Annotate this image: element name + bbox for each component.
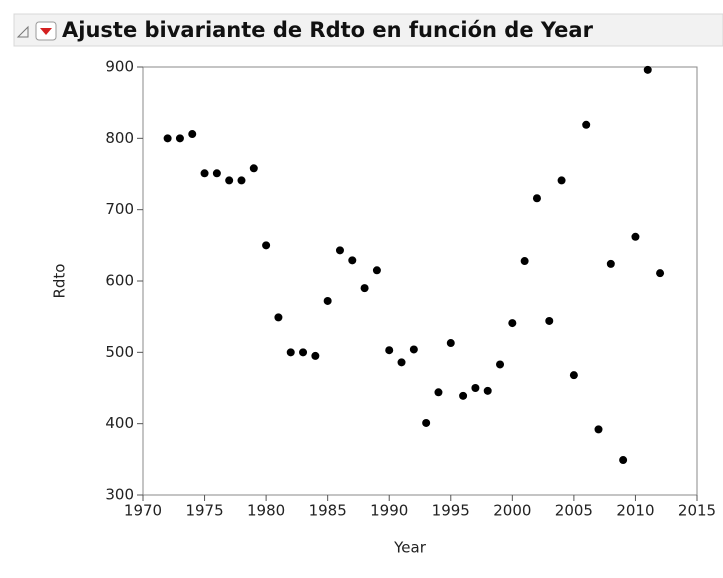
point xyxy=(606,259,615,268)
x-tick-label: 1985 xyxy=(309,502,347,520)
x-axis-label: Year xyxy=(393,539,427,557)
chart-title: Ajuste bivariante de Rdto en función de … xyxy=(62,18,594,42)
x-tick-label: 2010 xyxy=(616,502,654,520)
point xyxy=(188,130,197,139)
point xyxy=(262,241,271,250)
y-tick-label: 500 xyxy=(105,343,134,361)
point xyxy=(631,232,640,241)
y-tick-label: 700 xyxy=(105,200,134,218)
disclosure-icon[interactable] xyxy=(16,25,29,38)
point xyxy=(508,319,517,328)
point xyxy=(360,284,369,293)
point xyxy=(249,164,258,173)
x-tick-label: 2005 xyxy=(555,502,593,520)
point xyxy=(557,176,566,185)
x-tick-label: 2000 xyxy=(493,502,531,520)
menu-arrow xyxy=(40,28,52,35)
x-tick-label: 1995 xyxy=(432,502,470,520)
point xyxy=(163,134,172,143)
point xyxy=(471,384,480,392)
point xyxy=(643,65,652,74)
y-tick-label: 400 xyxy=(105,414,134,432)
point xyxy=(656,269,665,278)
point xyxy=(520,257,529,266)
plot-frame xyxy=(142,66,698,496)
point xyxy=(200,169,209,178)
point xyxy=(409,345,418,354)
point xyxy=(237,176,246,185)
point xyxy=(175,134,184,143)
y-tick-label: 600 xyxy=(105,272,134,290)
header-bar xyxy=(13,13,723,47)
x-tick-label: 1975 xyxy=(185,502,223,520)
x-tick-label: 1980 xyxy=(247,502,285,520)
point xyxy=(225,176,234,185)
x-tick-label: 1990 xyxy=(370,502,408,520)
y-axis-label: Rdto xyxy=(51,263,69,298)
point xyxy=(348,256,357,265)
point xyxy=(594,425,603,434)
point xyxy=(619,456,628,465)
point xyxy=(483,386,492,395)
y-tick-label: 800 xyxy=(105,129,134,147)
x-tick-label: 1970 xyxy=(124,502,162,520)
point xyxy=(323,296,332,305)
point xyxy=(385,346,394,355)
point xyxy=(311,351,320,360)
point xyxy=(335,246,344,255)
x-tick-label: 2015 xyxy=(678,502,716,520)
point xyxy=(569,371,578,380)
point xyxy=(422,418,431,427)
point xyxy=(459,391,468,400)
point xyxy=(434,388,443,397)
point xyxy=(582,120,591,129)
point xyxy=(212,169,221,178)
point xyxy=(274,313,283,322)
point xyxy=(372,266,381,275)
point xyxy=(286,348,295,357)
point xyxy=(545,316,554,325)
point xyxy=(446,339,455,348)
point xyxy=(299,348,308,357)
point xyxy=(532,194,541,203)
point xyxy=(496,360,505,369)
y-tick-label: 900 xyxy=(105,58,134,76)
point xyxy=(397,358,406,367)
y-tick-label: 300 xyxy=(105,486,134,504)
